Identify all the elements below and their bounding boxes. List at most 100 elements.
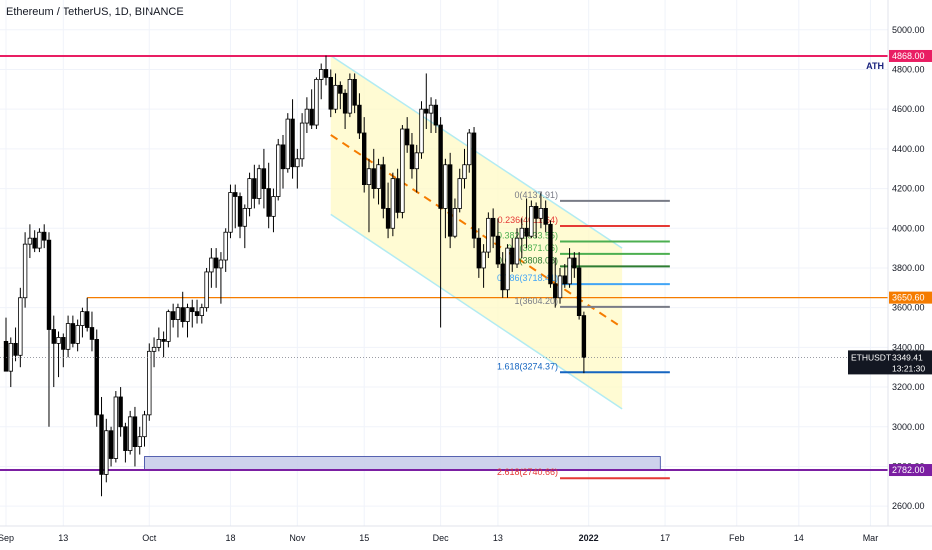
candle-body xyxy=(204,271,209,309)
candle-body xyxy=(467,132,472,166)
x-tick-label: 18 xyxy=(225,533,235,543)
candle-body xyxy=(543,208,548,225)
candle-body xyxy=(533,206,539,219)
candle-body xyxy=(290,118,295,168)
candle-body xyxy=(510,247,515,265)
candle-body xyxy=(166,311,171,342)
candle-body xyxy=(361,132,367,185)
candle-body xyxy=(476,237,482,269)
candle-body xyxy=(175,307,181,320)
y-tick-label: 4800.00 xyxy=(892,64,925,74)
candle-body xyxy=(118,396,123,428)
y-tick-label: 4200.00 xyxy=(892,184,925,194)
y-tick-label: 4000.00 xyxy=(892,223,925,233)
candle-body xyxy=(80,311,85,326)
candle-body xyxy=(84,311,90,328)
candle-body xyxy=(572,257,577,269)
fib-label-fib_786: 0.786(3718.41) xyxy=(497,273,558,283)
candle-body xyxy=(161,339,166,342)
candle-body xyxy=(156,339,162,348)
y-tick-label: 5000.00 xyxy=(892,25,925,35)
candle-body xyxy=(127,416,133,451)
candle-body xyxy=(218,259,224,269)
candle-body xyxy=(424,108,429,114)
ath-note: ATH xyxy=(866,61,884,71)
candle-body xyxy=(37,231,42,249)
candle-body xyxy=(400,128,405,213)
candle-body xyxy=(524,227,529,237)
candle-body xyxy=(237,196,243,227)
candle-body xyxy=(333,84,338,110)
candle-body xyxy=(366,168,372,185)
candle-body xyxy=(185,307,190,322)
candle-body xyxy=(261,168,267,189)
price-tag-text: 3349.41 xyxy=(892,352,923,362)
candle-body xyxy=(414,152,419,170)
candle-body xyxy=(438,124,443,209)
x-tick-label: 13 xyxy=(493,533,503,543)
y-tick-label: 4400.00 xyxy=(892,144,925,154)
candle-body xyxy=(371,168,376,189)
candle-body xyxy=(481,251,486,269)
channel-upper xyxy=(330,54,623,249)
candle-body xyxy=(352,78,357,106)
candle-body xyxy=(32,237,37,249)
chart-title: Ethereum / TetherUS, 1D, BINANCE xyxy=(6,6,184,18)
candle-body xyxy=(385,208,391,229)
y-tick-label: 3800.00 xyxy=(892,263,925,273)
level-orange-tag xyxy=(889,291,932,304)
candle-body xyxy=(462,164,467,180)
candle-body xyxy=(376,164,381,189)
y-tick-label: 3600.00 xyxy=(892,303,925,313)
candle-body xyxy=(256,168,262,199)
candle-body xyxy=(519,227,525,239)
x-tick-label: 15 xyxy=(359,533,369,543)
candle-body xyxy=(233,192,238,197)
x-tick-label: Nov xyxy=(289,533,306,543)
candle-body xyxy=(65,323,71,350)
fib-label-fib_618: 0.618(3808.08) xyxy=(497,255,558,265)
candle-body xyxy=(357,104,362,134)
y-tick-label: 3200.00 xyxy=(892,382,925,392)
candle-body xyxy=(342,92,348,114)
candle-body xyxy=(428,104,434,114)
candle-body xyxy=(27,237,33,245)
candle-body xyxy=(266,188,271,217)
candles xyxy=(3,55,587,497)
candle-body xyxy=(104,430,109,475)
candle-body xyxy=(457,178,462,209)
x-tick-label: 17 xyxy=(660,533,670,543)
candle-body xyxy=(142,414,147,438)
drawings: 0(4137.91)0.236(4011.64)0.382(3933.55)0.… xyxy=(0,54,888,480)
candle-body xyxy=(228,192,233,233)
symbol-tag-text: ETHUSDT xyxy=(851,352,891,362)
fib-label-fib_1618: 1.618(3274.37) xyxy=(497,361,558,371)
candle-body xyxy=(13,342,18,356)
candle-body xyxy=(500,263,505,291)
candle-body xyxy=(51,329,56,344)
candle-body xyxy=(409,144,415,170)
candle-body xyxy=(567,257,572,285)
level-ath-tag xyxy=(889,49,932,62)
candle-body xyxy=(404,128,410,146)
candle-body xyxy=(242,208,247,227)
candle-body xyxy=(94,339,99,416)
y-tick-label: 3400.00 xyxy=(892,342,925,352)
candle-body xyxy=(295,158,300,168)
candle-body xyxy=(271,196,276,217)
y-tick-label: 3000.00 xyxy=(892,422,925,432)
x-tick-label: Oct xyxy=(142,533,157,543)
candle-body xyxy=(132,416,138,448)
fib-label-fib_1: 1(3604.20) xyxy=(514,296,558,306)
price-tag xyxy=(848,350,932,375)
level-support-tag xyxy=(889,464,932,477)
candle-body xyxy=(151,346,157,352)
candle-body xyxy=(390,178,396,229)
candle-body xyxy=(194,311,200,316)
fib-label-fib_2618: 2.618(2740.66) xyxy=(497,467,558,477)
candle-body xyxy=(452,208,458,237)
level-support-tag-text: 2782.00 xyxy=(892,465,925,475)
candle-body xyxy=(147,350,152,416)
